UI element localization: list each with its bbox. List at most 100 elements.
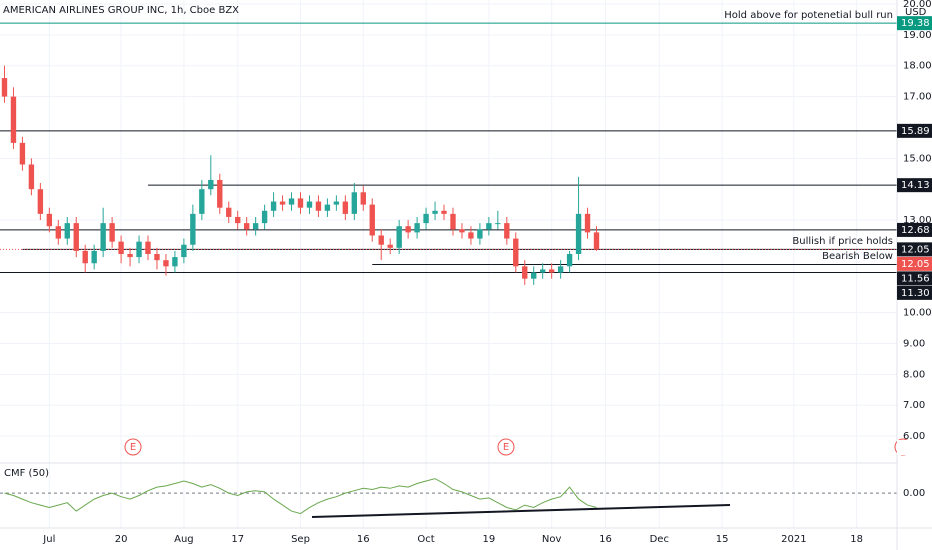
- candle-body: [531, 272, 537, 279]
- candle-body: [441, 210, 447, 214]
- price-label-box: [897, 256, 932, 271]
- x-tick-label: 16: [599, 534, 612, 545]
- x-tick-label: Dec: [650, 534, 669, 545]
- earnings-marker[interactable]: E: [124, 438, 142, 456]
- indicator-name: CMF (50): [4, 468, 49, 479]
- candle-body: [82, 250, 88, 264]
- price-label-box: [897, 242, 932, 257]
- x-tick-label: Oct: [417, 534, 434, 545]
- candle-body: [575, 213, 582, 254]
- axes: 20.00 19.00 18.00 17.00 15.00 13.00 10.00 9.00 8…: [42, 0, 932, 545]
- candle-body: [270, 201, 277, 211]
- candle-body: [324, 204, 331, 211]
- candle-body: [279, 201, 286, 205]
- y-tick-label: 10.00: [903, 308, 932, 319]
- marker-label: E: [130, 442, 136, 453]
- x-tick-label: 20: [115, 534, 128, 545]
- candle-body: [127, 253, 133, 258]
- candle-body: [584, 213, 591, 233]
- y-tick-label: 13.00: [903, 215, 932, 226]
- marker-circle: [497, 438, 515, 456]
- candle-body: [235, 216, 241, 224]
- candle-body: [396, 226, 402, 248]
- candle-body: [548, 269, 555, 273]
- candle-body: [19, 142, 26, 165]
- earnings-marker[interactable]: E: [497, 438, 515, 456]
- x-tick-label: 17: [231, 534, 244, 545]
- price-label-box: [897, 271, 932, 286]
- candles: [1, 65, 600, 285]
- candle-body: [64, 223, 70, 239]
- y-tick-label: 18.00: [903, 61, 932, 72]
- currency-label: USD: [905, 7, 927, 18]
- y-tick-label: 17.00: [903, 92, 932, 103]
- candle-body: [1, 78, 8, 97]
- candle-body: [306, 201, 313, 208]
- candle-body: [217, 179, 223, 208]
- annotation: Bearish Below: [822, 251, 893, 262]
- candle-body: [28, 164, 35, 190]
- x-tick-label: 15: [716, 534, 729, 545]
- candle-body: [37, 189, 44, 214]
- candle-body: [557, 266, 564, 273]
- candle-body: [468, 232, 474, 239]
- y-tick-label: 6.00: [903, 431, 925, 442]
- candle-body: [226, 207, 232, 217]
- candle-body: [504, 223, 510, 239]
- candle-body: [522, 266, 528, 279]
- x-tick-label: 18: [850, 534, 863, 545]
- candle-body: [423, 213, 429, 224]
- candle-body: [154, 253, 160, 261]
- x-tick-label: Aug: [174, 534, 194, 545]
- marker-circle: [124, 438, 142, 456]
- candle-body: [208, 179, 214, 190]
- marker-label: E: [503, 442, 509, 453]
- price-label-box: [897, 285, 932, 300]
- chart-title: AMERICAN AIRLINES GROUP INC, 1h, Cboe BZ…: [3, 5, 239, 16]
- candle-body: [181, 244, 187, 258]
- candle-body: [477, 229, 483, 239]
- price-label-box: [897, 178, 932, 193]
- candle-body: [163, 260, 169, 267]
- candle-body: [315, 201, 322, 211]
- x-tick-label: 16: [357, 534, 370, 545]
- x-tick-label: 19: [482, 534, 495, 545]
- candle-body: [360, 192, 366, 205]
- y-tick-label: 9.00: [903, 338, 925, 349]
- y-tick-label: 19.00: [903, 30, 932, 41]
- candle-body: [46, 213, 53, 227]
- price-label: 11.30: [901, 288, 930, 299]
- y-tick-label: 8.00: [903, 369, 925, 380]
- price-label: 11.56: [901, 273, 930, 284]
- candle-body: [432, 210, 438, 214]
- candle-body: [118, 241, 124, 254]
- price-label: 12.05: [901, 259, 930, 270]
- candle-body: [109, 223, 115, 242]
- y-tick-label: 20.00: [903, 0, 932, 10]
- candle-body: [369, 204, 375, 236]
- candle-body: [261, 210, 268, 224]
- candle-body: [495, 223, 501, 225]
- y-tick-label: 15.00: [903, 153, 932, 164]
- candle-body: [136, 241, 142, 258]
- candle-body: [55, 226, 61, 239]
- candle-body: [91, 250, 97, 264]
- candle-body: [145, 241, 151, 254]
- candle-body: [486, 223, 492, 230]
- price-label: 14.13: [901, 180, 930, 191]
- candle-body: [243, 223, 250, 230]
- annotation: Hold above for potenetial bull run: [724, 10, 893, 21]
- candle-body: [405, 226, 411, 233]
- price-label: 19.38: [901, 18, 930, 29]
- candle-body: [288, 198, 295, 205]
- candle-body: [387, 244, 393, 248]
- indicator-line: [4, 478, 597, 515]
- candle-body: [351, 192, 358, 214]
- candle-body: [190, 213, 196, 245]
- levels: [0, 22, 897, 274]
- candle-body: [297, 198, 304, 208]
- candle-body: [414, 223, 420, 233]
- candle-body: [342, 201, 349, 214]
- candle-body: [378, 235, 384, 245]
